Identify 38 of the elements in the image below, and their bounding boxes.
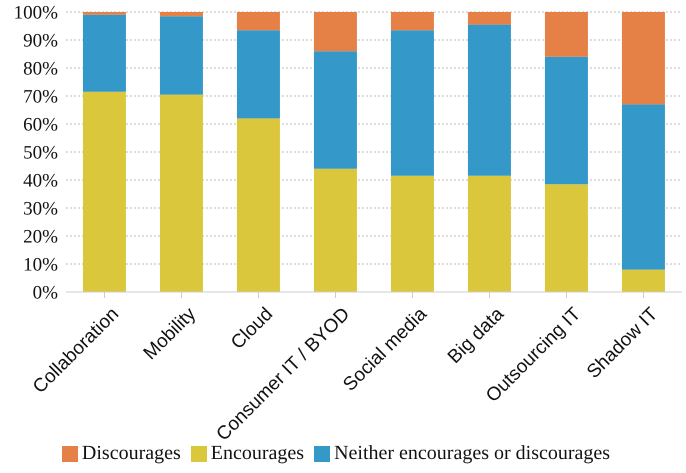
bar bbox=[622, 12, 665, 104]
y-tick-label: 90% bbox=[23, 30, 58, 52]
y-tick-label: 30% bbox=[23, 198, 58, 220]
bar bbox=[236, 30, 280, 118]
bar bbox=[314, 168, 357, 292]
bar bbox=[390, 12, 434, 30]
bar bbox=[160, 12, 203, 16]
bar bbox=[622, 104, 665, 270]
bar bbox=[160, 94, 203, 292]
bar bbox=[314, 51, 357, 169]
y-tick-label: 10% bbox=[23, 254, 58, 276]
bar bbox=[390, 176, 434, 292]
bar bbox=[82, 12, 126, 15]
bar bbox=[468, 12, 511, 25]
bar bbox=[468, 176, 511, 292]
bar bbox=[544, 56, 588, 184]
bar bbox=[236, 118, 280, 292]
bar bbox=[82, 14, 126, 92]
bar bbox=[622, 270, 665, 292]
y-tick-label: 0% bbox=[32, 282, 58, 304]
legend-label: Encourages bbox=[210, 442, 304, 464]
bar bbox=[390, 30, 434, 176]
y-tick-label: 20% bbox=[23, 226, 58, 248]
bar bbox=[544, 12, 588, 57]
y-tick-label: 70% bbox=[23, 86, 58, 108]
legend-label: Discourages bbox=[82, 442, 181, 464]
bar bbox=[544, 184, 588, 292]
y-tick-label: 40% bbox=[23, 170, 58, 192]
y-tick-label: 80% bbox=[23, 58, 58, 80]
y-tick-label: 60% bbox=[23, 114, 58, 136]
legend-label: Neither encourages or discourages bbox=[334, 442, 610, 464]
bar bbox=[314, 12, 357, 52]
bar bbox=[236, 12, 280, 30]
y-tick-label: 100% bbox=[14, 2, 58, 24]
bar bbox=[82, 92, 126, 292]
y-tick-label: 50% bbox=[23, 142, 58, 164]
bar bbox=[468, 24, 511, 176]
bar bbox=[160, 16, 203, 95]
